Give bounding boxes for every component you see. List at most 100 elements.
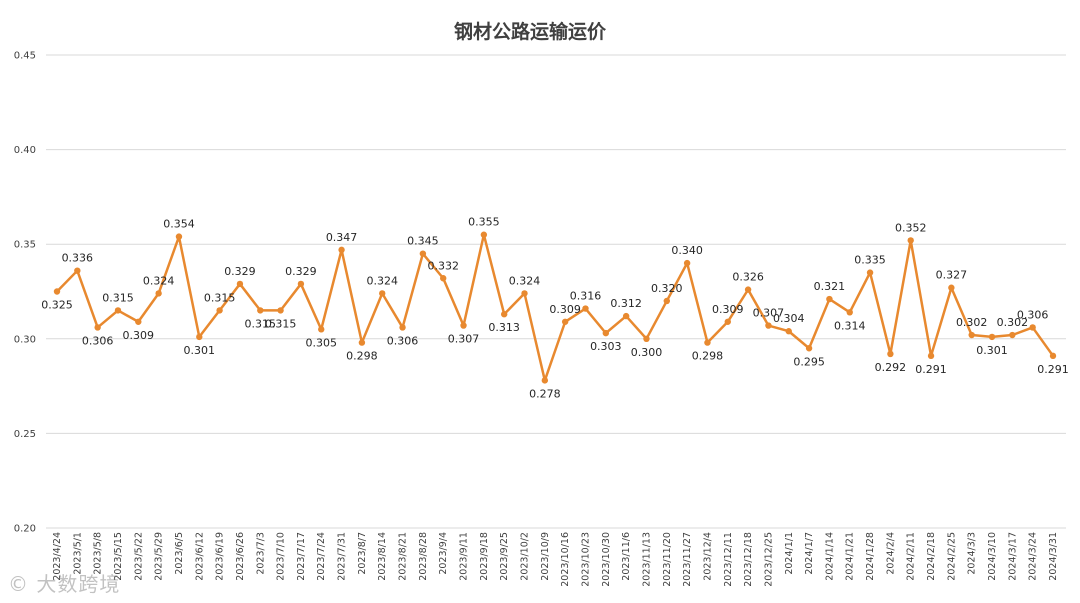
data-point: [927, 352, 935, 360]
data-label: 0.315: [204, 291, 236, 304]
data-label: 0.301: [184, 344, 216, 357]
x-tick-label: 2023/7/31: [337, 532, 348, 581]
data-point: [582, 305, 589, 312]
data-label: 0.315: [265, 317, 297, 330]
data-point: [866, 269, 874, 276]
y-tick-label: 0.45: [14, 51, 36, 62]
x-tick-label: 2024/1/14: [824, 532, 835, 581]
y-tick-label: 0.35: [14, 240, 36, 251]
x-tick-label: 2024/1/7: [804, 532, 815, 575]
x-tick-label: 2023/9/18: [479, 532, 490, 581]
data-label: 0.291: [1037, 363, 1069, 376]
data-point: [419, 250, 427, 257]
data-point: [297, 280, 305, 288]
data-point: [948, 284, 955, 291]
x-tick-label: 2023/6/26: [235, 532, 246, 581]
data-label: 0.336: [62, 252, 94, 265]
data-point: [643, 335, 650, 342]
x-tick-label: 2023/7/17: [296, 532, 307, 581]
y-axis-ticks: 0.20 0.25 0.30 0.35 0.40 0.45: [14, 51, 36, 535]
data-label: 0.315: [102, 291, 134, 304]
x-tick-label: 2023/7/3: [255, 532, 266, 575]
data-label: 0.312: [610, 297, 642, 310]
x-tick-label: 2023/5/1: [72, 532, 83, 575]
data-label: 0.307: [448, 333, 480, 346]
data-point: [724, 318, 731, 325]
x-tick-label: 2024/1/21: [845, 532, 856, 581]
data-point: [53, 288, 61, 295]
y-tick-label: 0.20: [14, 524, 36, 535]
x-tick-label: 2023/10/23: [580, 532, 591, 587]
data-label: 0.305: [305, 336, 337, 349]
data-point: [74, 267, 81, 274]
data-point: [277, 307, 284, 314]
x-tick-label: 2024/3/17: [1007, 532, 1018, 581]
x-tick-label: 2023/8/28: [418, 532, 429, 581]
data-point: [338, 246, 345, 254]
data-label: 0.306: [82, 334, 114, 347]
x-tick-label: 2023/9/11: [459, 532, 470, 581]
data-point: [216, 307, 223, 314]
x-tick-label: 2024/1/1: [784, 532, 795, 575]
x-tick-label: 2024/1/28: [865, 532, 876, 581]
data-point: [94, 324, 101, 331]
data-label: 0.329: [285, 265, 317, 278]
x-tick-label: 2024/2/4: [885, 532, 896, 575]
data-point: [704, 339, 711, 346]
data-label: 0.309: [712, 303, 744, 316]
data-point: [175, 233, 183, 240]
data-label: 0.329: [224, 265, 256, 278]
data-point: [561, 318, 569, 325]
data-label: 0.307: [753, 307, 785, 320]
data-label: 0.309: [123, 329, 155, 342]
x-tick-label: 2023/5/8: [93, 532, 104, 575]
data-point: [887, 350, 894, 358]
data-point: [744, 286, 752, 293]
data-point: [622, 312, 630, 320]
data-label: 0.325: [41, 299, 73, 312]
data-label: 0.347: [326, 231, 358, 244]
data-point: [399, 324, 406, 331]
x-tick-label: 2024/3/31: [1048, 532, 1059, 581]
data-point: [1029, 324, 1036, 331]
data-point: [196, 333, 203, 341]
data-label: 0.327: [936, 269, 968, 282]
data-point: [805, 345, 813, 352]
data-point: [846, 309, 853, 316]
watermark: © 大数跨境: [8, 572, 121, 596]
x-tick-label: 2023/4/24: [52, 532, 63, 581]
data-label: 0.300: [631, 346, 663, 359]
data-label: 0.292: [875, 361, 907, 374]
x-tick-label: 2024/3/24: [1028, 532, 1039, 581]
data-point: [135, 318, 142, 325]
series-line: [56, 233, 1055, 382]
x-tick-label: 2023/6/19: [215, 532, 226, 581]
data-label: 0.354: [163, 218, 195, 231]
data-point: [257, 307, 264, 314]
data-label: 0.345: [407, 235, 439, 248]
data-label: 0.352: [895, 221, 927, 234]
data-label: 0.313: [488, 321, 520, 334]
data-point: [318, 326, 325, 333]
x-tick-label: 2023/6/5: [174, 532, 185, 575]
x-tick-label: 2023/5/22: [133, 532, 144, 581]
data-label: 0.302: [956, 316, 988, 329]
data-label: 0.306: [1017, 308, 1049, 321]
data-label: 0.309: [549, 303, 581, 316]
x-tick-label: 2023/10/30: [601, 532, 612, 587]
x-tick-label: 2023/11/13: [641, 532, 652, 587]
data-point: [521, 290, 528, 297]
data-label: 0.355: [468, 216, 500, 229]
data-point: [663, 297, 670, 305]
data-label: 0.304: [773, 312, 805, 325]
data-label: 0.335: [854, 254, 886, 267]
data-label: 0.298: [346, 350, 378, 363]
data-label: 0.320: [651, 282, 683, 295]
data-point: [1009, 331, 1016, 339]
data-label: 0.324: [509, 274, 541, 287]
x-tick-label: 2023/11/20: [662, 532, 673, 587]
y-tick-label: 0.25: [14, 429, 36, 440]
x-tick-label: 2023/11/27: [682, 532, 693, 587]
data-point: [968, 331, 975, 339]
